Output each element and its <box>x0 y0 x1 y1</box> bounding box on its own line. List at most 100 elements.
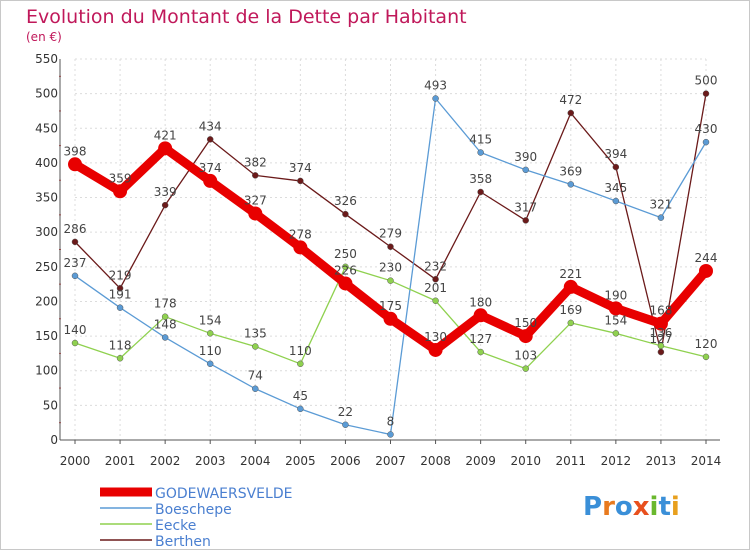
brand-letter: r <box>602 492 615 522</box>
data-label: 286 <box>64 222 87 236</box>
data-label: 250 <box>334 247 357 261</box>
data-point <box>158 141 173 156</box>
data-label: 226 <box>334 263 357 277</box>
data-point <box>612 197 620 205</box>
y-tick-label: 100 <box>35 364 58 378</box>
x-tick-label: 2006 <box>330 454 361 468</box>
x-tick-label: 2005 <box>285 454 316 468</box>
data-label: 169 <box>559 303 582 317</box>
data-point <box>252 172 259 179</box>
data-label: 279 <box>379 227 402 241</box>
data-point <box>657 214 665 221</box>
data-point <box>702 353 710 361</box>
data-point <box>387 431 394 438</box>
data-point <box>161 313 169 320</box>
data-label: 201 <box>424 281 447 295</box>
data-label: 500 <box>695 74 718 88</box>
data-point <box>522 166 529 174</box>
data-point <box>657 342 665 350</box>
chart-title: Evolution du Montant de la Dette par Hab… <box>26 6 467 28</box>
data-point <box>518 329 533 344</box>
x-tick-label: 2007 <box>375 454 406 468</box>
data-point <box>252 343 259 350</box>
data-point <box>387 277 394 284</box>
data-label: 472 <box>559 93 582 107</box>
axes: 0 50 100 150 200 250 300 350 400 450 500 550 2000 200… <box>35 52 721 468</box>
data-label: 8 <box>387 414 395 428</box>
data-point <box>608 301 623 316</box>
data-label: 103 <box>514 349 537 363</box>
brand-logo: Proxiti <box>583 492 680 522</box>
data-label: 317 <box>514 200 537 214</box>
x-tick-label: 2004 <box>240 454 271 468</box>
x-tick-label: 2003 <box>195 454 226 468</box>
data-label: 130 <box>424 330 447 344</box>
data-point <box>477 348 484 356</box>
data-point <box>116 304 124 311</box>
data-labels: 398 359 421 374 327 278 226 175 130 180 150 221 190 1… <box>64 74 718 429</box>
x-tick-label: 2012 <box>601 454 632 468</box>
data-point <box>71 339 79 347</box>
data-label: 110 <box>199 344 222 358</box>
data-point <box>657 348 665 356</box>
data-label: 190 <box>604 288 627 302</box>
data-point <box>567 109 575 117</box>
x-tick-label: 2009 <box>465 454 496 468</box>
data-point <box>71 238 79 246</box>
data-label: 118 <box>109 338 132 352</box>
data-label: 127 <box>469 332 492 346</box>
data-label: 374 <box>289 161 312 175</box>
data-label: 120 <box>695 337 718 351</box>
x-tick-label: 2010 <box>510 454 541 468</box>
data-label: 136 <box>649 326 672 340</box>
data-label: 398 <box>64 144 87 158</box>
data-point <box>206 360 214 368</box>
data-label: 127 <box>649 332 672 346</box>
data-point <box>432 276 439 283</box>
data-point <box>206 330 214 337</box>
x-tick-label: 2011 <box>556 454 587 468</box>
series-layer <box>68 90 713 438</box>
data-point <box>612 163 620 171</box>
x-tick-label: 2008 <box>420 454 451 468</box>
brand-letter: o <box>615 492 633 522</box>
data-point <box>161 334 169 341</box>
legend-label: Boeschepe <box>155 502 232 518</box>
data-label: 135 <box>244 326 267 340</box>
data-label: 390 <box>514 150 537 164</box>
x-tick-label: 2014 <box>691 454 722 468</box>
y-tick-label: 250 <box>35 260 58 274</box>
data-label: 278 <box>289 227 312 241</box>
data-label: 191 <box>109 288 132 302</box>
data-label: 168 <box>649 304 672 318</box>
data-point <box>387 243 394 250</box>
brand-letter: P <box>583 492 602 522</box>
chart-subtitle: (en €) <box>26 30 62 44</box>
data-label: 345 <box>604 181 627 195</box>
legend-label: Berthen <box>155 534 211 550</box>
data-label: 180 <box>469 295 492 309</box>
data-point <box>116 285 124 292</box>
data-label: 493 <box>424 78 447 92</box>
data-label: 221 <box>559 267 582 281</box>
y-tick-label: 550 <box>35 52 58 66</box>
y-tick-label: 200 <box>35 294 58 308</box>
data-label: 110 <box>289 344 312 358</box>
data-label: 237 <box>64 256 87 270</box>
data-point <box>432 297 439 305</box>
data-point <box>161 201 169 209</box>
y-tick-label: 300 <box>35 225 58 239</box>
data-point <box>477 149 484 156</box>
data-point <box>702 90 710 97</box>
data-point <box>68 157 82 172</box>
data-point <box>432 95 439 102</box>
data-label: 327 <box>244 193 267 207</box>
brand-text: Proxiti <box>583 492 680 522</box>
brand-letter: i <box>671 492 680 522</box>
data-point <box>116 355 124 362</box>
data-point <box>203 173 218 188</box>
data-point <box>71 272 79 280</box>
data-point <box>522 217 529 224</box>
data-point <box>113 184 128 199</box>
data-label: 430 <box>695 122 718 136</box>
